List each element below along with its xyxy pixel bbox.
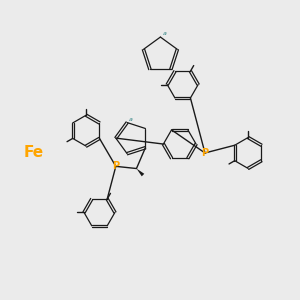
Text: a: a <box>163 31 167 36</box>
Text: P: P <box>201 148 208 158</box>
Text: P: P <box>112 161 119 171</box>
Text: Fe: Fe <box>24 146 44 160</box>
Text: a: a <box>129 117 133 122</box>
Polygon shape <box>136 169 144 176</box>
